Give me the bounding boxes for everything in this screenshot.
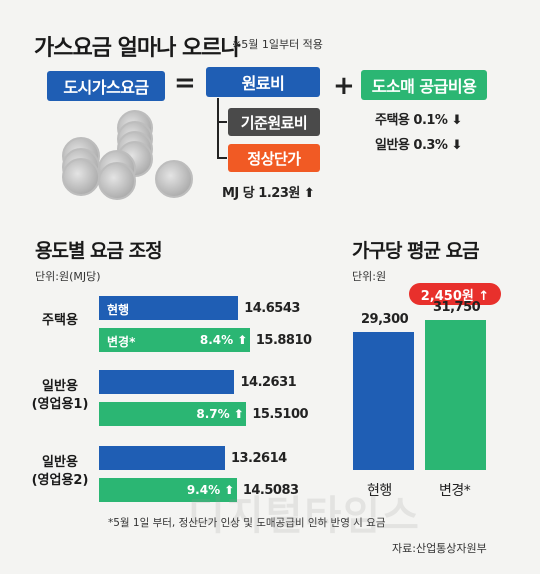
change-percent-label: 9.4% ⬆ [186, 483, 235, 497]
raw-cost-box: 원료비 [206, 67, 320, 97]
changed-bar [99, 478, 237, 502]
changed-bar [99, 328, 250, 352]
change-percent-label: 8.7% ⬆ [196, 407, 244, 421]
category-label: 일반용 (영업용1) [31, 379, 89, 412]
residential-retail-text: 주택용 0.1% ⬇ [375, 113, 463, 128]
value-label: 14.6543 [244, 301, 300, 316]
changed-bar [425, 320, 486, 470]
category-label: 변경* [439, 483, 471, 499]
plus-sign: + [333, 71, 355, 101]
value-label: 15.5100 [252, 407, 309, 422]
page-title: 가스요금 얼마나 오르나 [34, 36, 241, 61]
category-label: 현행 [367, 483, 392, 499]
bracket-line [217, 121, 227, 123]
source-text: 자료:산업통상자원부 [392, 542, 487, 555]
current-bar [99, 296, 239, 320]
retail-cost-box: 도소매 공급비용 [361, 70, 487, 100]
coin-icon [98, 162, 136, 200]
coin-icon [62, 158, 100, 196]
arrow-down-icon: ⬇ [451, 113, 463, 128]
right-chart-unit: 단위:원 [352, 270, 387, 283]
value-label: 14.5083 [242, 483, 299, 498]
bracket-line [217, 98, 219, 158]
equals-sign: = [174, 68, 196, 98]
current-bar [353, 331, 414, 470]
arrow-up-icon: ⬆ [303, 186, 315, 201]
right-chart-title: 가구당 평균 요금 [352, 240, 480, 262]
change-percent-label: 8.4% ⬆ [199, 333, 248, 347]
increase-badge: 2,450원 ↑ [409, 283, 501, 305]
city-gas-box: 도시가스요금 [47, 71, 165, 101]
mj-rise-text: MJ 당 1.23원 ⬆ [222, 186, 315, 201]
watermark-text: 디지털타임스 [188, 493, 421, 539]
increase-badge-text: 2,450원 ↑ [420, 288, 490, 304]
effective-date-note: ※5월 1일부터 적용 [232, 38, 323, 51]
value-label: 29,300 [361, 311, 409, 327]
value-label: 31,750 [433, 300, 481, 315]
left-chart-footnote: *5월 1일 부터, 정산단가 인상 및 도매공급비 인하 반영 시 요금 [108, 517, 386, 529]
bracket-line [217, 157, 227, 159]
left-chart-title: 용도별 요금 조정 [35, 240, 163, 262]
base-raw-cost-box: 기준원료비 [228, 108, 320, 136]
series-label: 현행 [107, 303, 130, 317]
settlement-price-box: 정상단가 [228, 144, 320, 172]
category-label: 주택용 [42, 313, 78, 328]
value-label: 14.2631 [240, 375, 297, 390]
category-label: 일반용 (영업용2) [31, 455, 89, 488]
current-bar [99, 370, 235, 394]
value-label: 15.8810 [255, 333, 312, 348]
left-chart-unit: 단위:원(MJ당) [35, 270, 101, 283]
current-bar [99, 446, 225, 470]
general-retail-text: 일반용 0.3% ⬇ [375, 138, 463, 153]
coin-icon [155, 160, 193, 198]
value-label: 13.2614 [230, 451, 287, 466]
series-label: 변경* [107, 335, 136, 349]
arrow-down-icon: ⬇ [451, 138, 463, 153]
changed-bar [99, 402, 247, 426]
